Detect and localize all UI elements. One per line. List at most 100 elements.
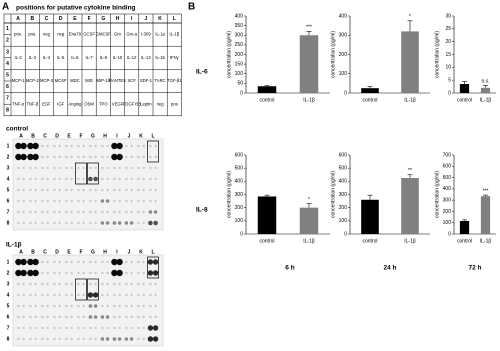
- y-tick-label: 400: [339, 179, 348, 185]
- blot-spot: [46, 210, 49, 214]
- blot-spot: [153, 210, 158, 214]
- y-tick-label: 600: [235, 152, 244, 158]
- blot-spot: [41, 337, 44, 341]
- blot-spot: [70, 144, 73, 148]
- blot-spot: [32, 153, 39, 161]
- blot-spot: [106, 326, 109, 330]
- blot-spot: [27, 153, 34, 161]
- blot-spot: [137, 293, 140, 297]
- blot-spot: [153, 220, 158, 226]
- blot-spot: [34, 304, 37, 308]
- y-tick-label: 100: [443, 220, 452, 226]
- blot-spot: [22, 199, 25, 203]
- y-tick-label: 5: [448, 77, 451, 83]
- blot-spot: [53, 271, 56, 275]
- blot-spot: [17, 315, 20, 319]
- blot-spot: [125, 282, 128, 286]
- y-tick-label: 300: [235, 192, 244, 198]
- blot-spot: [130, 271, 133, 275]
- column-header: J: [145, 16, 148, 22]
- blot-spot: [70, 260, 73, 264]
- blot-spot: [113, 304, 116, 308]
- blot-spot: [22, 315, 25, 319]
- blot-spot: [77, 221, 80, 225]
- blot-spot: [100, 221, 105, 225]
- y-tick-label: 600: [443, 164, 452, 170]
- bar: [480, 196, 491, 234]
- blot-spot: [129, 221, 134, 225]
- blot-spot: [70, 177, 73, 181]
- blot-spot: [111, 153, 118, 161]
- blot-spot: [137, 337, 140, 341]
- blot-spot: [137, 315, 140, 319]
- column-label: 6 h: [285, 265, 294, 272]
- blot-spot: [142, 315, 145, 319]
- column-header: K: [158, 16, 162, 22]
- table-cell: IL-4: [43, 55, 51, 60]
- blot-spot: [116, 269, 123, 277]
- highlight-box: [87, 278, 99, 301]
- blot-spot: [70, 315, 73, 319]
- blot-spot: [125, 260, 128, 264]
- blot-spot: [112, 337, 117, 341]
- blot-spot: [149, 188, 152, 192]
- blot-row-label: 8: [7, 336, 10, 342]
- blot-spot: [32, 258, 39, 266]
- blot-spot: [147, 270, 154, 276]
- blot-spot: [137, 210, 140, 214]
- table-cell: I-309: [141, 32, 151, 37]
- blot-spot: [17, 337, 20, 341]
- y-tick-label: 50: [237, 81, 243, 87]
- blot-column-label: C: [43, 133, 47, 139]
- blot-spot: [70, 210, 73, 214]
- blot-spot: [118, 326, 121, 330]
- blot-spot: [125, 188, 128, 192]
- column-header: D: [59, 16, 63, 22]
- blot-spot: [70, 293, 73, 297]
- blot-column-label: B: [31, 133, 35, 139]
- blot-spot: [117, 221, 122, 225]
- blot-spot: [65, 282, 68, 286]
- table-cell: IL-15: [155, 55, 165, 60]
- table-cell: MCP-2: [26, 78, 40, 83]
- blot-spot: [58, 177, 61, 181]
- blot-spot: [58, 166, 61, 170]
- blot-spot: [29, 199, 32, 203]
- blot-spot: [53, 315, 56, 319]
- blot-spot: [77, 188, 80, 192]
- blot-spot: [29, 337, 32, 341]
- blot-spot: [118, 304, 121, 308]
- blot-column-label: F: [79, 133, 82, 139]
- blot-spot: [41, 260, 44, 264]
- blot-spot: [77, 199, 80, 203]
- blot-spot: [142, 271, 145, 275]
- blot-spot: [118, 166, 121, 170]
- blot-spot: [101, 271, 104, 275]
- blot-spot: [125, 166, 128, 170]
- blot-spot: [29, 326, 32, 330]
- blot: [12, 138, 164, 231]
- blot-spot: [65, 188, 68, 192]
- y-tick-label: 30: [445, 13, 451, 19]
- bar: [401, 178, 419, 234]
- blot-spot: [77, 315, 80, 319]
- blot-spot: [101, 304, 104, 308]
- blot-spot: [94, 188, 97, 192]
- bar: [299, 207, 319, 234]
- blot-row-label: 6: [7, 314, 10, 320]
- x-tick-label: IL-1β: [404, 97, 416, 103]
- blot-column-label: A: [19, 133, 23, 139]
- blot-row-label: 2: [7, 154, 10, 160]
- blot-spot: [22, 210, 25, 214]
- blot-column-label: G: [91, 133, 95, 139]
- blot-spot: [46, 271, 49, 275]
- blot-spot: [142, 155, 145, 159]
- table-cell: IL-13: [141, 55, 151, 60]
- blot-spot: [142, 166, 145, 170]
- blot-spot: [65, 337, 68, 341]
- blot-spot: [22, 166, 25, 170]
- bar: [361, 88, 379, 93]
- blot-spot: [142, 304, 145, 308]
- blot-spot: [94, 326, 97, 330]
- blot-spot: [58, 260, 61, 264]
